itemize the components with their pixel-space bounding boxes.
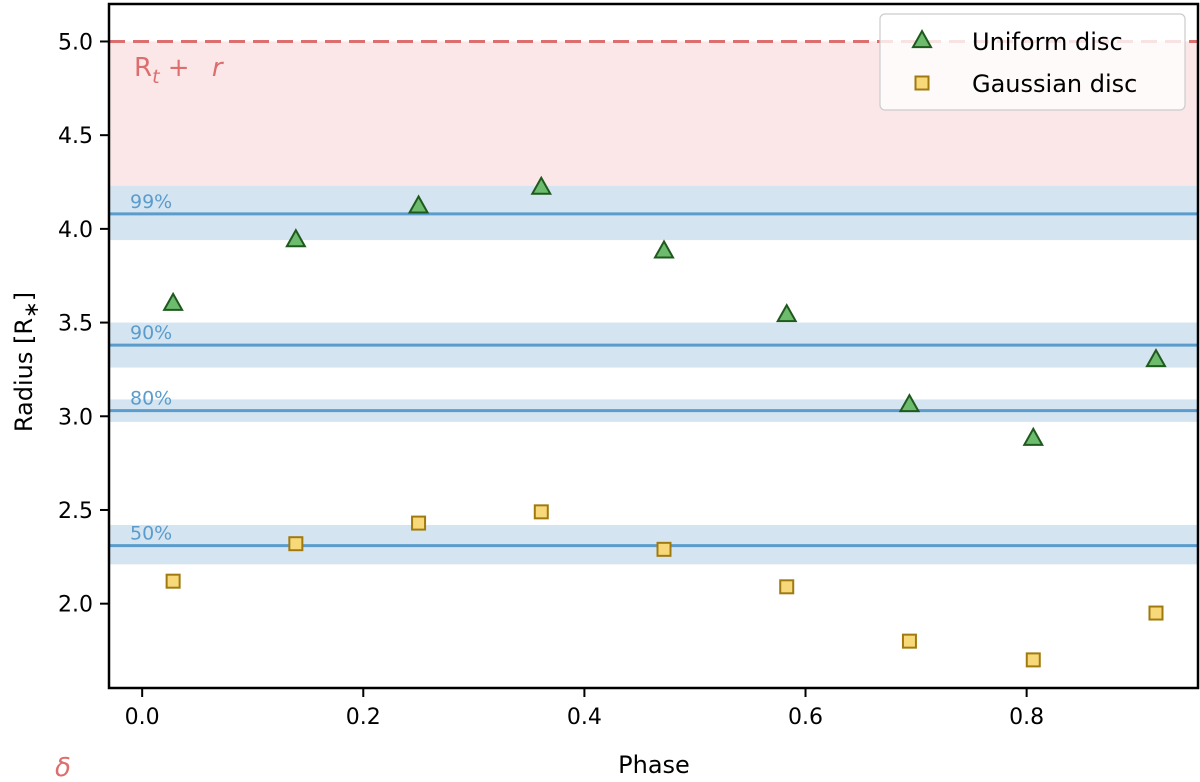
uniform-point-0 xyxy=(162,291,184,311)
gaussian-point-6 xyxy=(901,633,917,649)
legend-square-marker xyxy=(914,75,930,91)
legend-label-uniform: Uniform disc xyxy=(972,28,1123,56)
gaussian-point-5 xyxy=(779,579,795,595)
x-tick-label-1: 0.2 xyxy=(346,705,381,730)
uniform-point-8 xyxy=(1145,348,1167,368)
y-axis-title-close: ] xyxy=(10,292,38,301)
uniform-point-7 xyxy=(1022,426,1044,446)
delta-label: δ xyxy=(55,753,71,782)
y-axis-title-sub: ∗ xyxy=(19,301,43,318)
band-label-90: 90% xyxy=(130,322,172,344)
band-label-80: 80% xyxy=(130,388,172,410)
y-tick-label-1: 2.5 xyxy=(58,499,93,524)
x-axis-title: Phase xyxy=(618,751,690,779)
gaussian-point-4 xyxy=(656,541,672,557)
limit-label-main: R xyxy=(134,53,152,83)
gaussian-point-0 xyxy=(165,573,181,589)
y-tick-label-6: 5.0 xyxy=(58,30,93,55)
legend-box xyxy=(879,13,1186,111)
uniform-point-4 xyxy=(653,239,675,259)
uniform-point-5 xyxy=(776,303,798,323)
y-axis-title-main: Radius [R xyxy=(10,318,38,432)
gaussian-point-8 xyxy=(1148,605,1164,621)
legend-triangle-marker xyxy=(911,29,933,49)
points-layer xyxy=(162,175,1167,668)
y-tick-label-0: 2.0 xyxy=(58,593,93,618)
x-tick-label-2: 0.4 xyxy=(567,705,602,730)
uniform-point-2 xyxy=(407,194,430,214)
y-tick-label-3: 3.5 xyxy=(58,312,93,337)
gaussian-point-3 xyxy=(533,504,549,520)
x-tick-label-4: 0.8 xyxy=(1009,705,1044,730)
legend-marker-uniform xyxy=(911,29,933,49)
limit-label-plus: + xyxy=(160,53,198,83)
uniform-point-1 xyxy=(285,228,307,248)
limit-label: Rt + r xyxy=(134,53,225,88)
uniform-point-3 xyxy=(530,175,552,195)
bands-layer: 99% 90% 80% 50% xyxy=(109,185,1198,565)
x-tick-label-0: 0.0 xyxy=(125,705,160,730)
y-tick-label-5: 4.5 xyxy=(58,124,93,149)
limit-label-sub: t xyxy=(152,66,161,88)
legend: Uniform disc Gaussian disc xyxy=(879,13,1186,111)
legend-label-gaussian: Gaussian disc xyxy=(972,70,1137,98)
uniform-point-6 xyxy=(898,393,921,413)
plot-frame xyxy=(107,2,1200,690)
y-axis-title: Radius [R∗] xyxy=(10,292,43,432)
gaussian-point-2 xyxy=(411,515,427,531)
legend-marker-gaussian xyxy=(914,75,930,91)
x-tick-label-3: 0.6 xyxy=(788,705,823,730)
band-label-99: 99% xyxy=(130,191,172,213)
gaussian-point-7 xyxy=(1025,652,1041,668)
band-label-50: 50% xyxy=(130,523,172,545)
y-tick-label-4: 4.0 xyxy=(58,218,93,243)
limit-label-r: r xyxy=(212,53,225,83)
y-tick-label-2: 3.0 xyxy=(58,405,93,430)
gaussian-point-1 xyxy=(288,536,304,552)
axes-layer: 0.0 0.2 0.4 0.6 0.8 2.0 2.5 3.0 3.5 4.0 4.5 5.0 xyxy=(58,2,1200,730)
